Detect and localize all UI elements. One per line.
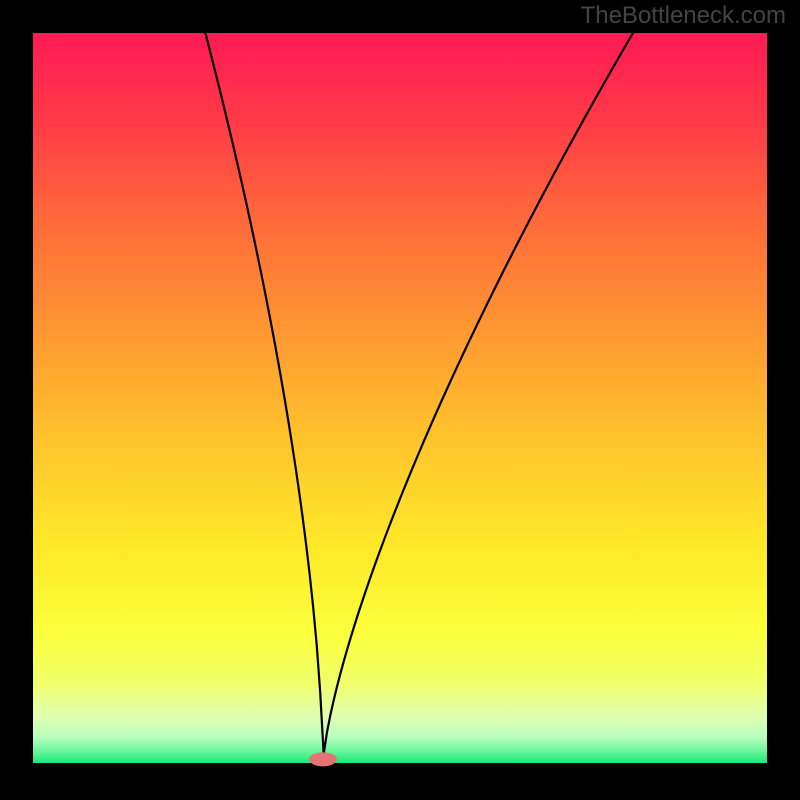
chart-container: TheBottleneck.com bbox=[0, 0, 800, 800]
optimal-marker bbox=[309, 752, 337, 766]
plot-background bbox=[33, 33, 767, 763]
bottleneck-chart bbox=[0, 0, 800, 800]
watermark-text: TheBottleneck.com bbox=[581, 2, 786, 30]
